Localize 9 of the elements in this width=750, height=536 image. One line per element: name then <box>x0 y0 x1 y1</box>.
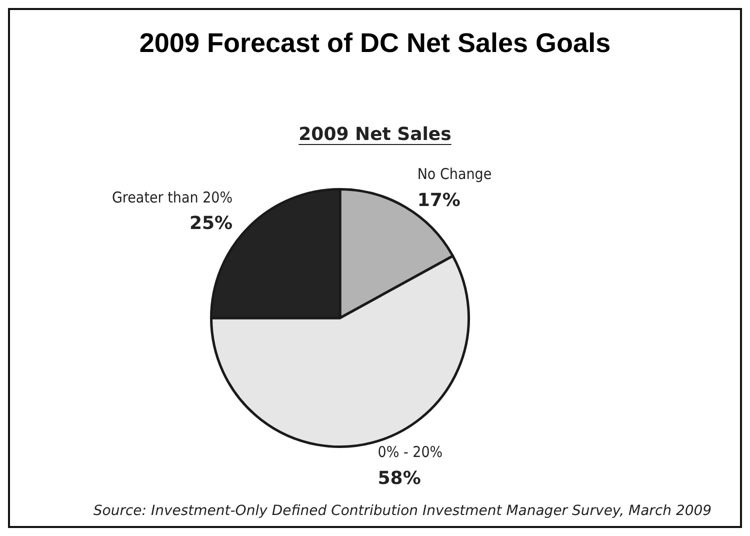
source-note: Source: Investment-Only Defined Contribution Investment Manager Survey, March 2009 <box>92 503 713 519</box>
chart-title: 2009 Forecast of DC Net Sales Goals <box>138 28 612 59</box>
slice-label: 0% - 20% <box>378 443 443 462</box>
chart-subtitle: 2009 Net Sales <box>298 124 452 145</box>
slice-label: Greater than 20% <box>112 188 233 206</box>
data-label: 17% <box>417 190 460 211</box>
data-label: 58% <box>378 468 421 489</box>
data-label: 25% <box>189 213 233 234</box>
slice-label: No Change <box>417 165 492 184</box>
